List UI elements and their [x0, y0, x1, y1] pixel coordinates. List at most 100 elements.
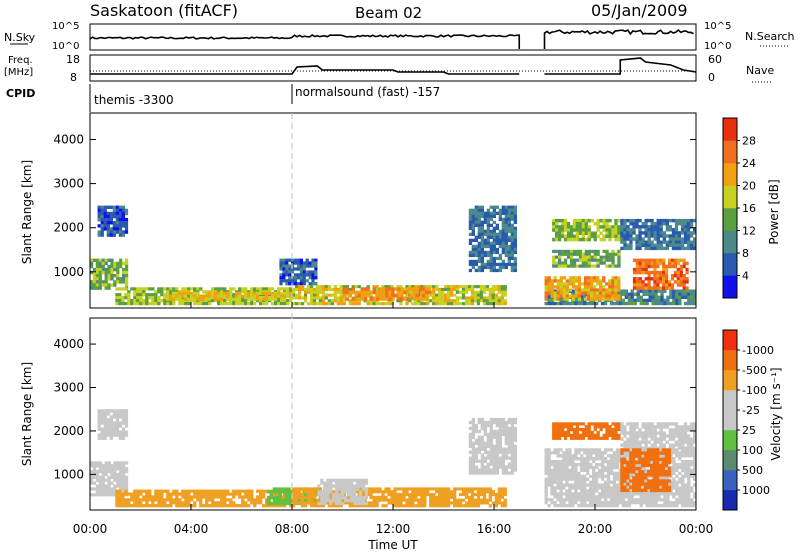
heat-cell	[467, 501, 472, 505]
heat-cell	[311, 261, 315, 265]
heat-cell	[474, 468, 478, 472]
heat-cell	[497, 498, 501, 502]
heat-cell	[408, 296, 412, 300]
cpid-segment-0: themis -3300	[94, 93, 174, 107]
heat-cell	[586, 465, 590, 470]
heat-cell	[90, 283, 94, 287]
heat-cell	[467, 302, 472, 306]
heat-cell	[566, 231, 571, 235]
heat-cell	[657, 492, 661, 496]
heat-cell	[372, 501, 376, 505]
heat-cell	[556, 465, 560, 470]
heat-cell	[595, 471, 599, 475]
heat-cell	[119, 258, 123, 262]
heat-cell	[615, 498, 620, 502]
heat-cell	[189, 291, 194, 295]
heat-cell	[124, 424, 129, 428]
heat-cell	[435, 501, 439, 505]
heat-cell	[608, 433, 612, 437]
heat-cell	[464, 296, 469, 300]
heat-cell	[288, 279, 292, 283]
heat-cell	[648, 495, 652, 499]
heat-cell	[136, 498, 140, 502]
heat-cell	[95, 475, 99, 479]
heat-cell	[575, 436, 580, 440]
heat-cell	[651, 501, 655, 505]
heat-cell	[441, 493, 445, 497]
heat-cell	[286, 287, 290, 291]
heat-cell	[504, 220, 508, 224]
y-tick-label: 3000	[53, 177, 84, 191]
heat-cell	[491, 290, 495, 294]
heat-cell	[642, 492, 646, 496]
heat-cell	[614, 279, 618, 283]
heat-cell	[488, 299, 492, 303]
heat-cell	[501, 262, 505, 267]
heat-cell	[240, 294, 245, 298]
heat-cell	[651, 498, 655, 502]
heat-cell	[109, 221, 113, 225]
heat-cell	[507, 435, 511, 439]
heat-cell	[635, 270, 639, 275]
heat-cell	[309, 490, 314, 494]
heat-cell	[684, 292, 688, 296]
heat-cell	[609, 498, 614, 502]
heat-cell	[259, 501, 263, 505]
heat-cell	[620, 225, 624, 229]
heat-cell	[589, 480, 593, 484]
heat-cell	[598, 474, 602, 478]
heat-cell	[483, 444, 487, 448]
heat-cell	[510, 262, 514, 267]
heat-cell	[238, 492, 242, 496]
heat-cell	[596, 264, 600, 268]
heat-cell	[417, 487, 421, 491]
heat-cell	[269, 501, 273, 506]
heat-cell	[578, 422, 583, 426]
heat-cell	[569, 422, 574, 426]
heat-cell	[306, 493, 311, 497]
heat-cell	[605, 422, 609, 426]
heat-cell	[444, 495, 448, 499]
heat-cell	[605, 436, 609, 440]
heat-cell	[314, 261, 318, 265]
heat-cell	[647, 422, 651, 426]
heat-cell	[488, 490, 492, 494]
heat-cell	[612, 477, 617, 481]
heat-cell	[602, 288, 606, 292]
heat-cell	[269, 493, 273, 497]
heat-cell	[558, 261, 562, 265]
heat-cell	[599, 237, 603, 242]
heat-cell	[584, 255, 588, 259]
heat-cell	[417, 302, 421, 306]
heat-cell	[596, 261, 600, 265]
heat-cell	[602, 218, 606, 223]
heat-cell	[638, 261, 642, 266]
heat-cell	[184, 504, 188, 508]
heat-cell	[510, 426, 514, 431]
heat-cell	[411, 302, 415, 306]
heat-cell	[335, 484, 339, 488]
heat-cell	[510, 244, 514, 249]
heat-cell	[501, 226, 505, 230]
heat-cell	[626, 228, 630, 232]
heat-cell	[615, 448, 620, 452]
heat-cell	[326, 478, 330, 482]
heat-cell	[110, 270, 114, 275]
heat-cell	[571, 483, 575, 487]
heat-cell	[423, 285, 427, 289]
heat-cell	[315, 285, 320, 289]
heat-cell	[565, 477, 569, 481]
heat-cell	[583, 295, 587, 299]
heat-cell	[629, 434, 633, 438]
heat-cell	[101, 258, 105, 262]
heat-cell	[295, 493, 299, 497]
heat-cell	[424, 293, 429, 298]
heat-cell	[489, 429, 493, 434]
heat-cell	[311, 273, 315, 277]
heat-cell	[107, 467, 111, 471]
heat-cell	[504, 471, 508, 475]
heat-cell	[474, 211, 478, 215]
heat-cell	[592, 465, 596, 470]
heat-cell	[621, 492, 625, 496]
